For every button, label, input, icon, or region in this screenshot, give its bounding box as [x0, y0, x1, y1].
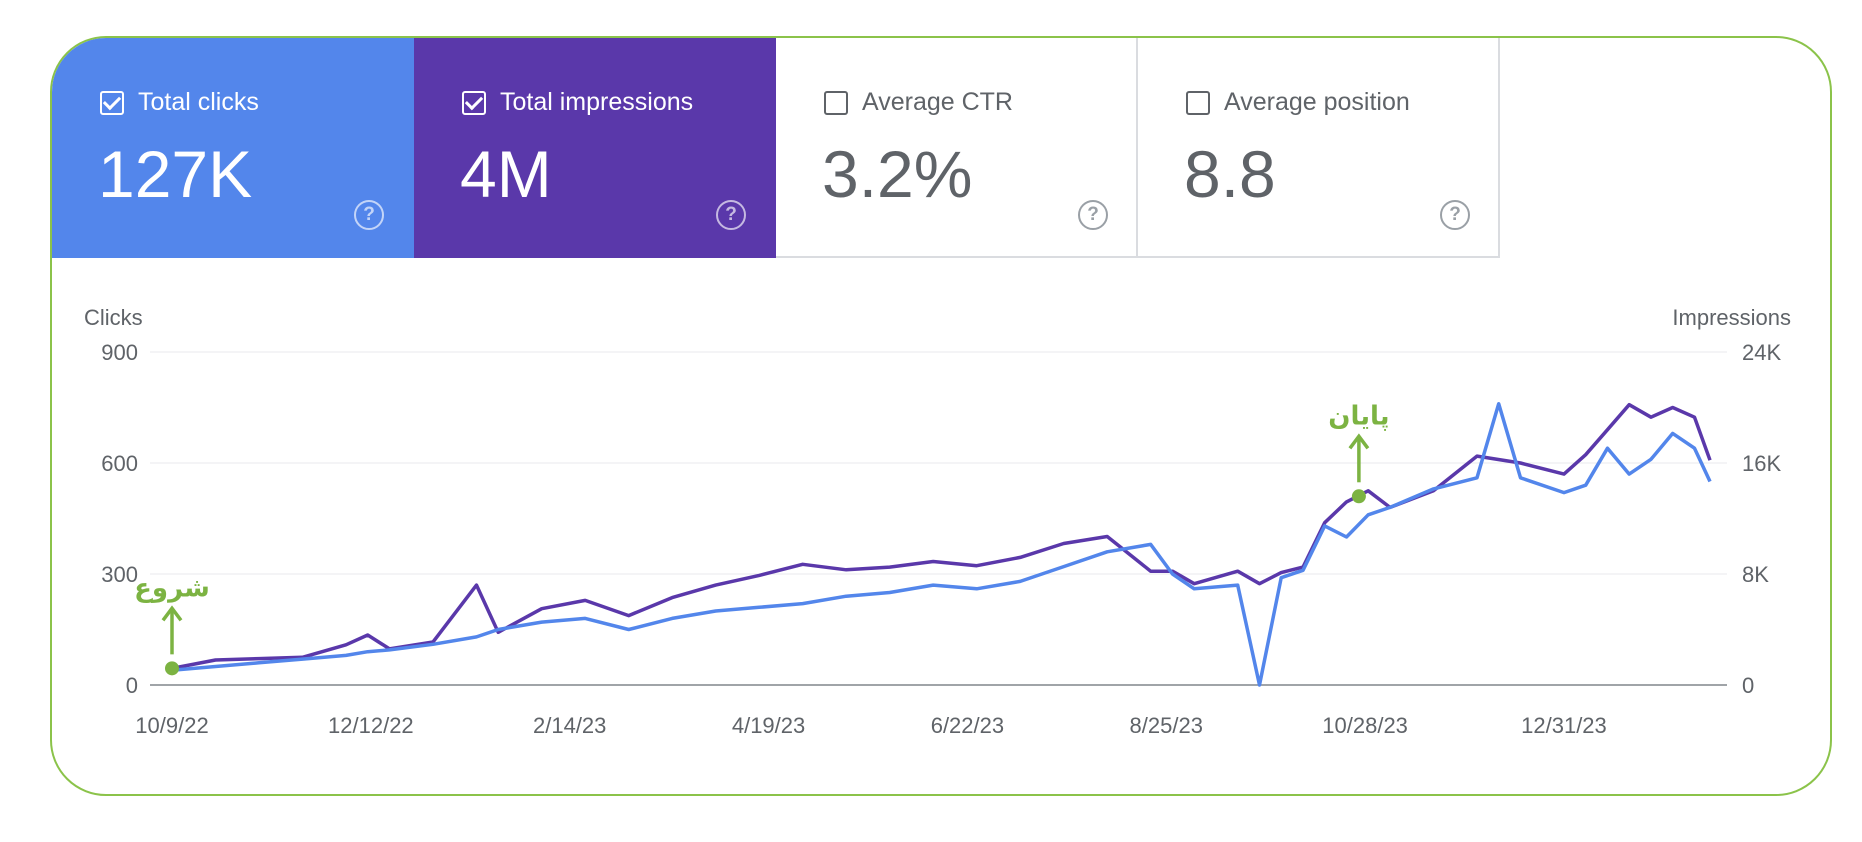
metric-label: Total clicks [138, 88, 259, 116]
metric-label: Average position [1224, 88, 1410, 116]
annotation-marker [165, 661, 179, 676]
x-tick-label: 6/22/23 [931, 713, 1004, 738]
metric-cards: Total clicks 127K ? Total impressions 4M… [52, 38, 1500, 258]
metric-value: 4M [460, 137, 552, 211]
annotation-label: پایان [1328, 400, 1389, 430]
y-axis-left-label: Clicks [84, 305, 143, 330]
metric-label: Average CTR [862, 88, 1013, 116]
metric-value: 8.8 [1184, 137, 1276, 211]
metric-card-total-impressions[interactable]: Total impressions 4M ? [414, 38, 776, 258]
annotation-arrowhead [1348, 433, 1370, 450]
y-tick-right-label: 0 [1742, 673, 1754, 698]
help-icon[interactable]: ? [716, 200, 746, 230]
help-icon[interactable]: ? [354, 200, 384, 230]
checkbox-unchecked-icon[interactable] [824, 90, 848, 115]
metric-card-total-clicks[interactable]: Total clicks 127K ? [52, 38, 414, 258]
y-tick-right-label: 24K [1742, 340, 1781, 365]
metric-card-average-ctr[interactable]: Average CTR 3.2% ? [776, 38, 1138, 258]
y-tick-left-label: 600 [101, 451, 138, 476]
performance-panel: Total clicks 127K ? Total impressions 4M… [50, 36, 1832, 796]
y-tick-right-label: 16K [1742, 451, 1781, 476]
annotation-label: شروع [134, 572, 210, 603]
x-tick-label: 12/12/22 [328, 713, 414, 738]
checkbox-checked-icon[interactable] [462, 90, 486, 115]
y-tick-left-label: 300 [101, 562, 138, 587]
metric-card-average-position[interactable]: Average position 8.8 ? [1138, 38, 1500, 258]
checkbox-checked-icon[interactable] [100, 90, 124, 115]
series-line-total-clicks [171, 402, 1712, 687]
x-tick-label: 12/31/23 [1521, 713, 1607, 738]
annotation-arrowhead [161, 605, 183, 622]
x-tick-label: 2/14/23 [533, 713, 606, 738]
y-tick-left-label: 900 [101, 340, 138, 365]
y-tick-right-label: 8K [1742, 562, 1769, 587]
x-tick-label: 4/19/23 [732, 713, 805, 738]
x-tick-label: 10/9/22 [135, 713, 208, 738]
x-tick-label: 8/25/23 [1130, 713, 1203, 738]
metric-value: 3.2% [822, 137, 973, 211]
series-line-total-impressions [171, 402, 1712, 671]
help-icon[interactable]: ? [1440, 200, 1470, 230]
checkbox-unchecked-icon[interactable] [1186, 90, 1210, 115]
metric-label: Total impressions [500, 88, 694, 116]
annotation-marker [1351, 489, 1366, 504]
x-tick-label: 10/28/23 [1322, 713, 1408, 738]
metric-value: 127K [98, 137, 253, 211]
y-tick-left-label: 0 [126, 673, 138, 698]
y-axis-right-label: Impressions [1672, 305, 1791, 330]
help-icon[interactable]: ? [1078, 200, 1108, 230]
